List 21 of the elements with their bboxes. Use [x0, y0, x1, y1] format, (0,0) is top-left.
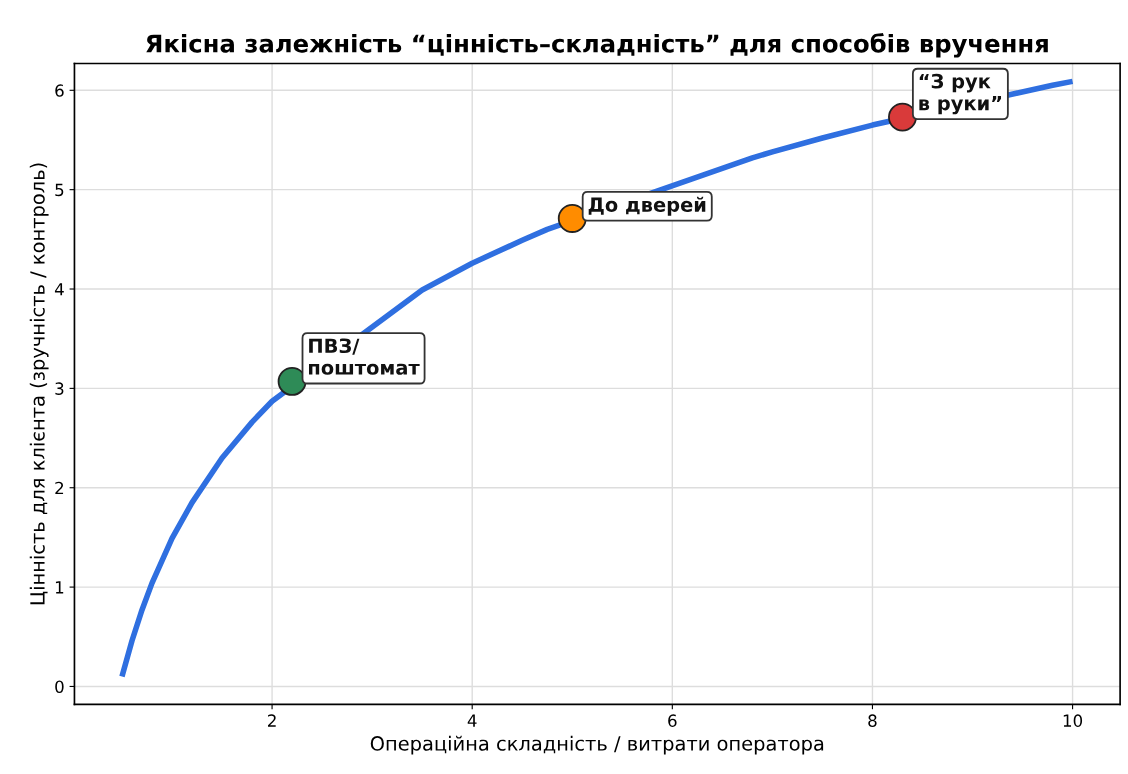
chart-title: Якісна залежність “цінність–складність” для способів вручення: [146, 33, 1048, 58]
y-tick-label: 2: [55, 481, 64, 495]
x-tick-label: 8: [868, 714, 877, 727]
y-axis-title: Цінність для клієнта (зручність / контроль): [29, 163, 49, 605]
annotation: ПВЗ/ поштомат: [309, 338, 420, 375]
point: [557, 204, 587, 233]
y-tick-label: 6: [55, 84, 64, 97]
y-tick-label: 5: [55, 183, 64, 197]
y-tick-label: 0: [55, 680, 64, 694]
x-tick-label: 4: [467, 714, 477, 727]
annotation: “З рук в руки”: [919, 73, 1002, 115]
y-tick-label: 4: [54, 283, 64, 296]
point: [888, 102, 917, 132]
x-tick-label: 2: [267, 714, 276, 727]
x-tick-label: 10: [1063, 714, 1083, 727]
point: [277, 366, 307, 396]
annotation: До дверей: [588, 196, 706, 216]
x-axis-title: Операційна складність / витрати оператора: [370, 735, 824, 755]
y-tick-label: 1: [55, 581, 64, 594]
y-tick-label: 3: [55, 382, 64, 395]
x-tick-label: 6: [668, 714, 677, 727]
